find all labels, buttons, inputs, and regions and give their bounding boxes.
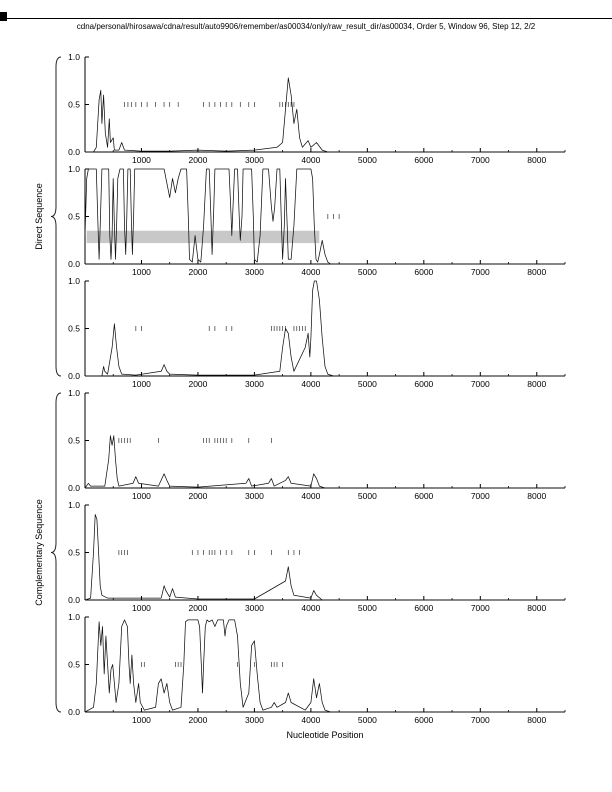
trace — [84, 435, 565, 489]
x-tick-label: 5000 — [358, 603, 377, 613]
trace — [85, 280, 565, 377]
y-tick-label: 0.5 — [68, 100, 80, 110]
panel-complementary-frame-1: 0.0 0.5 1.0 1000 2000 3000 4000 5000 6000 7000 800… — [68, 388, 566, 501]
x-tick-label: 4000 — [301, 267, 320, 277]
x-tick-label: 1000 — [132, 603, 151, 613]
x-tick-label: 8000 — [527, 715, 546, 725]
x-tick-label: 8000 — [527, 379, 546, 389]
x-tick-label: 3000 — [245, 491, 264, 501]
exon-marks — [118, 438, 272, 443]
exon-marks — [327, 214, 340, 219]
trace — [85, 77, 565, 153]
x-tick-label: 2000 — [188, 267, 207, 277]
x-tick-label: 6000 — [414, 155, 433, 165]
x-tick-label: 4000 — [301, 603, 320, 613]
y-tick-label: 0.5 — [68, 436, 80, 446]
y-tick-label: 0.0 — [68, 259, 80, 269]
x-tick-label: 7000 — [471, 603, 490, 613]
group-brace — [50, 392, 62, 713]
x-tick-label: 1000 — [132, 155, 151, 165]
panel-direct-frame-1: 0.0 0.5 1.0 1000 2000 3000 4000 5000 6000 7000 800… — [68, 52, 566, 165]
x-axis-title: Nucleotide Position — [286, 730, 363, 740]
x-tick-label: 6000 — [414, 715, 433, 725]
x-tick-label: 1000 — [132, 379, 151, 389]
x-tick-label: 5000 — [358, 715, 377, 725]
x-tick-label: 7000 — [471, 267, 490, 277]
trace — [84, 619, 565, 713]
plot-title: cdna/personal/hirosawa/cdna/result/auto9… — [76, 22, 536, 31]
x-tick-label: 2000 — [188, 491, 207, 501]
exon-marks — [124, 102, 295, 107]
x-tick-label: 2000 — [188, 379, 207, 389]
group-brace — [50, 56, 62, 377]
x-tick-label: 6000 — [414, 491, 433, 501]
x-tick-label: 5000 — [358, 267, 377, 277]
x-tick-label: 5000 — [358, 379, 377, 389]
x-tick-label: 3000 — [245, 603, 264, 613]
x-tick-label: 2000 — [188, 155, 207, 165]
x-tick-label: 4000 — [301, 155, 320, 165]
header-rule — [0, 18, 612, 19]
x-tick-label: 5000 — [358, 491, 377, 501]
x-tick-label: 6000 — [414, 603, 433, 613]
y-tick-label: 1.0 — [68, 612, 80, 622]
y-tick-label: 1.0 — [68, 388, 80, 398]
x-tick-label: 3000 — [245, 267, 264, 277]
y-tick-label: 1.0 — [68, 52, 80, 62]
x-tick-label: 7000 — [471, 155, 490, 165]
y-tick-label: 0.5 — [68, 212, 80, 222]
page-corner-mark — [0, 12, 7, 21]
y-tick-label: 0.5 — [68, 660, 80, 670]
x-tick-label: 6000 — [414, 267, 433, 277]
trace — [84, 514, 565, 601]
group-label: Direct Sequence — [34, 183, 44, 250]
panel-direct-frame-3: 0.0 0.5 1.0 1000 2000 3000 4000 5000 6000 7000 800… — [68, 276, 566, 389]
y-tick-label: 1.0 — [68, 276, 80, 286]
panel-complementary-frame-2: 0.0 0.5 1.0 1000 2000 3000 4000 5000 6000 7000 800… — [68, 500, 566, 613]
x-tick-label: 1000 — [132, 491, 151, 501]
y-tick-label: 0.0 — [68, 371, 80, 381]
y-tick-label: 0.0 — [68, 483, 80, 493]
y-tick-label: 0.0 — [68, 147, 80, 157]
x-tick-label: 4000 — [301, 491, 320, 501]
x-tick-label: 8000 — [527, 491, 546, 501]
y-tick-label: 0.0 — [68, 707, 80, 717]
y-tick-label: 0.5 — [68, 324, 80, 334]
x-tick-label: 6000 — [414, 379, 433, 389]
x-tick-label: 3000 — [245, 155, 264, 165]
x-tick-label: 1000 — [132, 715, 151, 725]
x-tick-label: 1000 — [132, 267, 151, 277]
panel-complementary-frame-3: 0.0 0.5 1.0 1000 2000 3000 4000 5000 6000 7000 800… — [68, 612, 566, 725]
exon-marks — [135, 326, 306, 331]
x-tick-label: 8000 — [527, 155, 546, 165]
y-tick-label: 1.0 — [68, 500, 80, 510]
trace — [84, 168, 565, 265]
x-tick-label: 5000 — [358, 155, 377, 165]
exon-marks — [118, 550, 300, 555]
x-tick-label: 3000 — [245, 715, 264, 725]
group-label: Complementary Sequence — [34, 499, 44, 606]
x-tick-label: 2000 — [188, 603, 207, 613]
x-tick-label: 4000 — [301, 715, 320, 725]
panel-direct-frame-2: 0.0 0.5 1.0 1000 2000 3000 4000 5000 6000 7000 800… — [68, 164, 566, 277]
x-tick-label: 8000 — [527, 267, 546, 277]
y-tick-label: 0.0 — [68, 595, 80, 605]
x-tick-label: 8000 — [527, 603, 546, 613]
x-tick-label: 4000 — [301, 379, 320, 389]
x-tick-label: 7000 — [471, 379, 490, 389]
x-tick-label: 7000 — [471, 715, 490, 725]
x-tick-label: 7000 — [471, 491, 490, 501]
y-tick-label: 1.0 — [68, 164, 80, 174]
x-tick-label: 3000 — [245, 379, 264, 389]
x-tick-label: 2000 — [188, 715, 207, 725]
exon-marks — [141, 662, 283, 667]
y-tick-label: 0.5 — [68, 548, 80, 558]
